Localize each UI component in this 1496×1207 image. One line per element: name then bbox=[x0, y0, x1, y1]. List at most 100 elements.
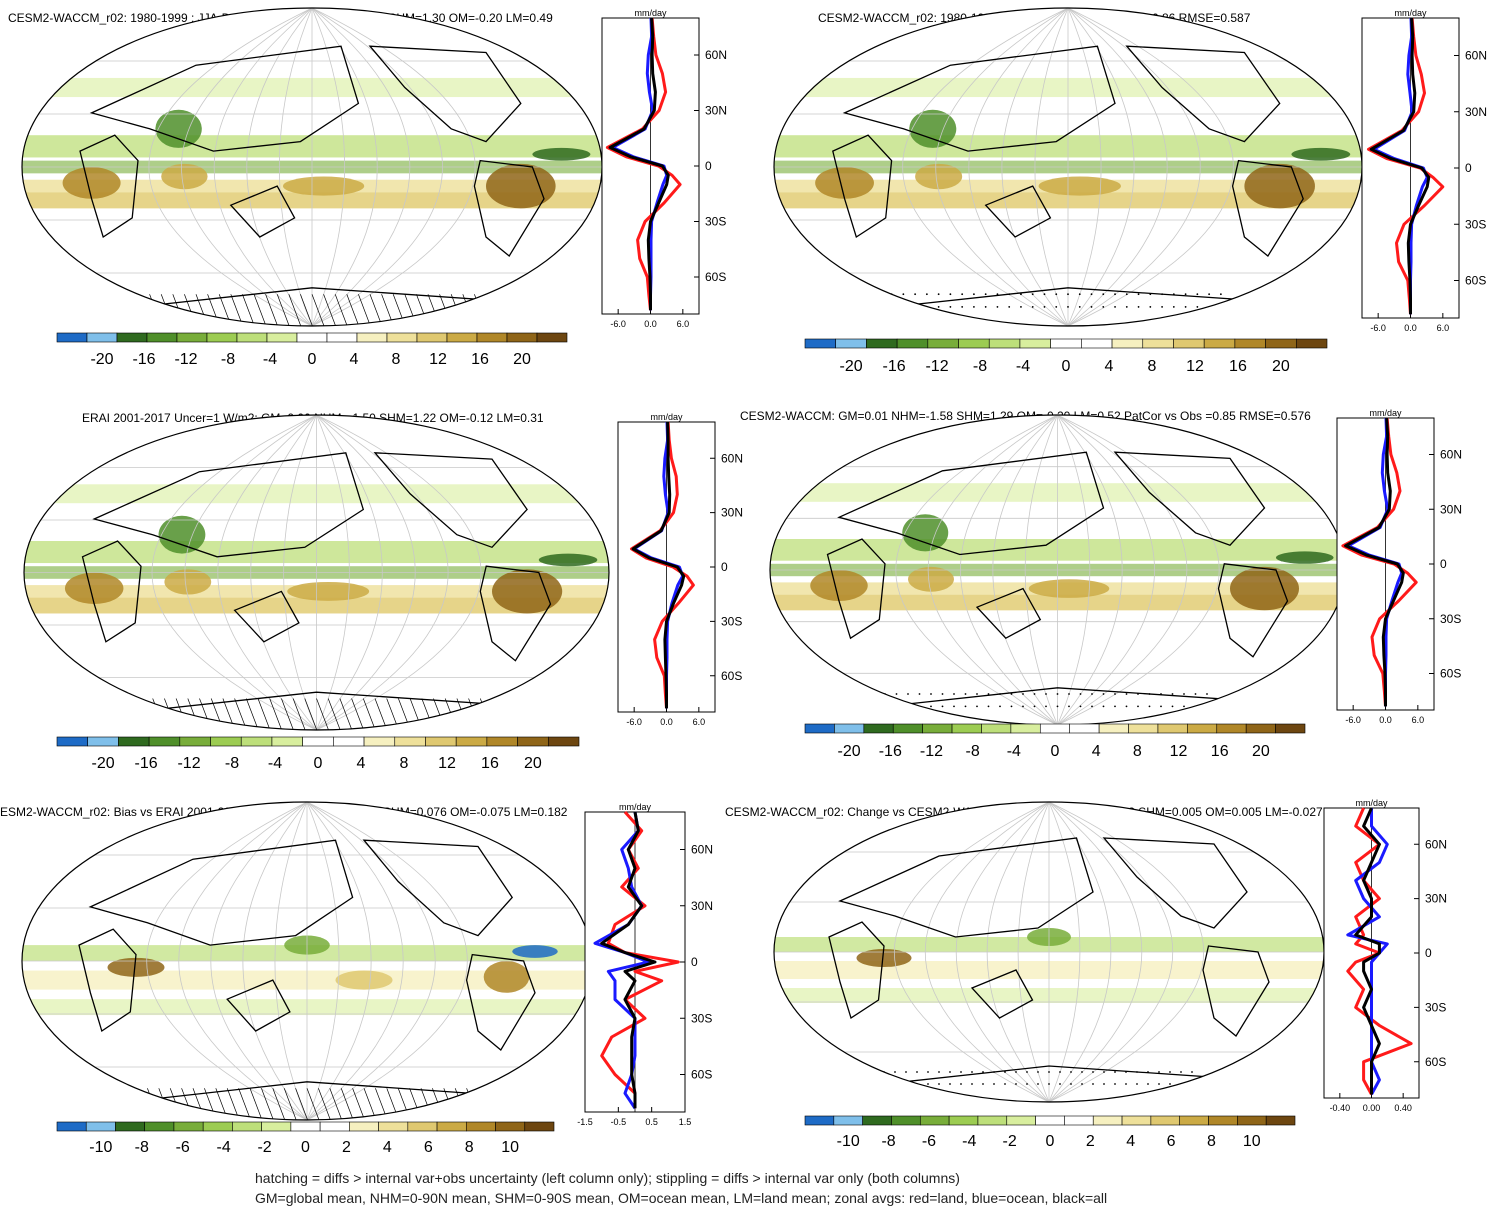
colorbar-tick-label: 20 bbox=[1252, 743, 1270, 760]
colorbar-tick-label: -16 bbox=[879, 743, 902, 760]
colorbar-box bbox=[1265, 1115, 1296, 1126]
zonal-all-line bbox=[600, 811, 657, 1109]
colorbar-box bbox=[1150, 1115, 1181, 1126]
colorbar-box bbox=[465, 1121, 496, 1132]
colorbar-box bbox=[1098, 723, 1129, 734]
stipple-dot bbox=[1125, 293, 1128, 296]
stipple-dot bbox=[1149, 293, 1152, 296]
colorbar-tick-label: -8 bbox=[881, 1133, 895, 1150]
hatch-line bbox=[283, 1088, 297, 1120]
colorbar-box bbox=[1142, 338, 1174, 349]
colorbar-box bbox=[892, 723, 923, 734]
stipple-dot bbox=[1208, 293, 1211, 296]
stipple-dot bbox=[1196, 293, 1199, 296]
x-tick-label: -6.0 bbox=[610, 319, 626, 329]
stipple-dot bbox=[1160, 693, 1162, 695]
colorbar-box bbox=[506, 332, 538, 343]
stipple-dot bbox=[1037, 1071, 1039, 1073]
stipple-dot bbox=[1191, 1071, 1193, 1073]
continent-outline bbox=[1231, 159, 1304, 257]
colorbar-box bbox=[56, 736, 89, 747]
map-blob bbox=[1276, 551, 1334, 564]
hatch-line bbox=[327, 698, 341, 730]
zonal-plot: 60N 30N 0 30S 60S -6.0 0.0 6.0 mm/day bbox=[1361, 8, 1487, 333]
colorbar-tick-label: 4 bbox=[1105, 358, 1114, 375]
hatch-line bbox=[140, 698, 154, 730]
map-blob bbox=[1038, 176, 1121, 196]
stipple-dot bbox=[1180, 1071, 1182, 1073]
x-tick-label: 0.00 bbox=[1363, 1103, 1381, 1113]
continent-outline bbox=[970, 969, 1034, 1019]
hatch-line bbox=[292, 698, 306, 730]
colorbar-box bbox=[261, 1121, 292, 1132]
zonal-ocean-line bbox=[632, 421, 685, 709]
lat-tick-label: 0 bbox=[721, 560, 728, 574]
stipple-dot bbox=[1020, 293, 1022, 296]
colorbar-tick-label: 6 bbox=[1167, 1133, 1176, 1150]
map bbox=[774, 8, 1362, 326]
stipple-dot bbox=[1015, 1083, 1017, 1085]
zonal-plot: 60N 30N 0 30S 60S -1.5 -0.5 0.5 1.5 mm/day bbox=[577, 802, 713, 1127]
colorbar-box bbox=[319, 1121, 350, 1132]
map-blob bbox=[486, 163, 556, 209]
colorbar-box bbox=[919, 1115, 950, 1126]
colorbar-tick-label: 10 bbox=[1243, 1133, 1261, 1150]
panel-1: CESM2-WACCM_r02: 1980-1999 : JJA-DJF : e… bbox=[8, 7, 727, 368]
map-blob bbox=[161, 163, 208, 190]
stipple-dot bbox=[1078, 293, 1081, 296]
colorbar-tick-label: 16 bbox=[481, 755, 499, 772]
colorbar-box bbox=[1010, 723, 1041, 734]
map-blob bbox=[532, 147, 591, 161]
colorbar-box bbox=[349, 1121, 379, 1132]
x-tick-label: -1.5 bbox=[577, 1117, 593, 1127]
lat-tick-label: 30N bbox=[705, 104, 727, 118]
continent-outline bbox=[233, 590, 300, 643]
stipple-dot bbox=[964, 693, 967, 695]
colorbar-box bbox=[1173, 338, 1205, 349]
continent-outline bbox=[837, 451, 1105, 556]
colorbar-box bbox=[266, 332, 298, 343]
hatch-line bbox=[329, 1088, 343, 1120]
colorbar-tick-label: 16 bbox=[471, 351, 489, 368]
colorbar-box bbox=[1039, 723, 1071, 734]
stipple-dot bbox=[1081, 1083, 1083, 1085]
colorbar-box bbox=[1187, 723, 1218, 734]
hatch-line bbox=[272, 1088, 286, 1120]
stipple-dot bbox=[895, 693, 898, 695]
colorbar-box bbox=[144, 1121, 175, 1132]
stipple-dot bbox=[1114, 306, 1116, 308]
hatch-line bbox=[340, 1088, 354, 1120]
stipple-dot bbox=[1114, 1083, 1116, 1085]
colorbar-tick-label: -10 bbox=[89, 1139, 112, 1156]
colorbar-box bbox=[446, 332, 478, 343]
map bbox=[22, 8, 602, 326]
stipple-dot bbox=[1090, 293, 1093, 296]
lat-tick-label: 0 bbox=[1440, 557, 1447, 571]
colorbar-tick-label: -6 bbox=[176, 1139, 190, 1156]
colorbar-box bbox=[1275, 723, 1306, 734]
stipple-dot bbox=[982, 1083, 984, 1085]
map-blob bbox=[915, 163, 963, 190]
stipple-dot bbox=[976, 693, 978, 695]
stipple-dot bbox=[1068, 705, 1070, 708]
stipple-dot bbox=[1148, 705, 1151, 708]
x-tick-label: 0.0 bbox=[1404, 323, 1417, 333]
colorbar-box bbox=[866, 338, 898, 349]
stipple-dot bbox=[1125, 693, 1128, 695]
lat-tick-label: 60N bbox=[1465, 49, 1487, 63]
x-tick-label: -6.0 bbox=[626, 717, 642, 727]
colorbar-box bbox=[85, 1121, 116, 1132]
colorbar-box bbox=[236, 332, 268, 343]
stipple-dot bbox=[894, 1083, 896, 1085]
hatch-line bbox=[346, 294, 360, 326]
colorbar-box bbox=[981, 723, 1012, 734]
colorbar-tick-label: 0 bbox=[1062, 358, 1071, 375]
stipple-dot bbox=[953, 705, 955, 708]
hatch-line bbox=[261, 1088, 274, 1120]
stipple-dot bbox=[1114, 705, 1116, 708]
zonal-all-line bbox=[608, 17, 670, 311]
stipple-dot bbox=[905, 1083, 907, 1085]
lat-tick-label: 60S bbox=[705, 270, 726, 284]
colorbar-box bbox=[333, 736, 365, 747]
lat-tick-label: 60N bbox=[691, 843, 713, 857]
